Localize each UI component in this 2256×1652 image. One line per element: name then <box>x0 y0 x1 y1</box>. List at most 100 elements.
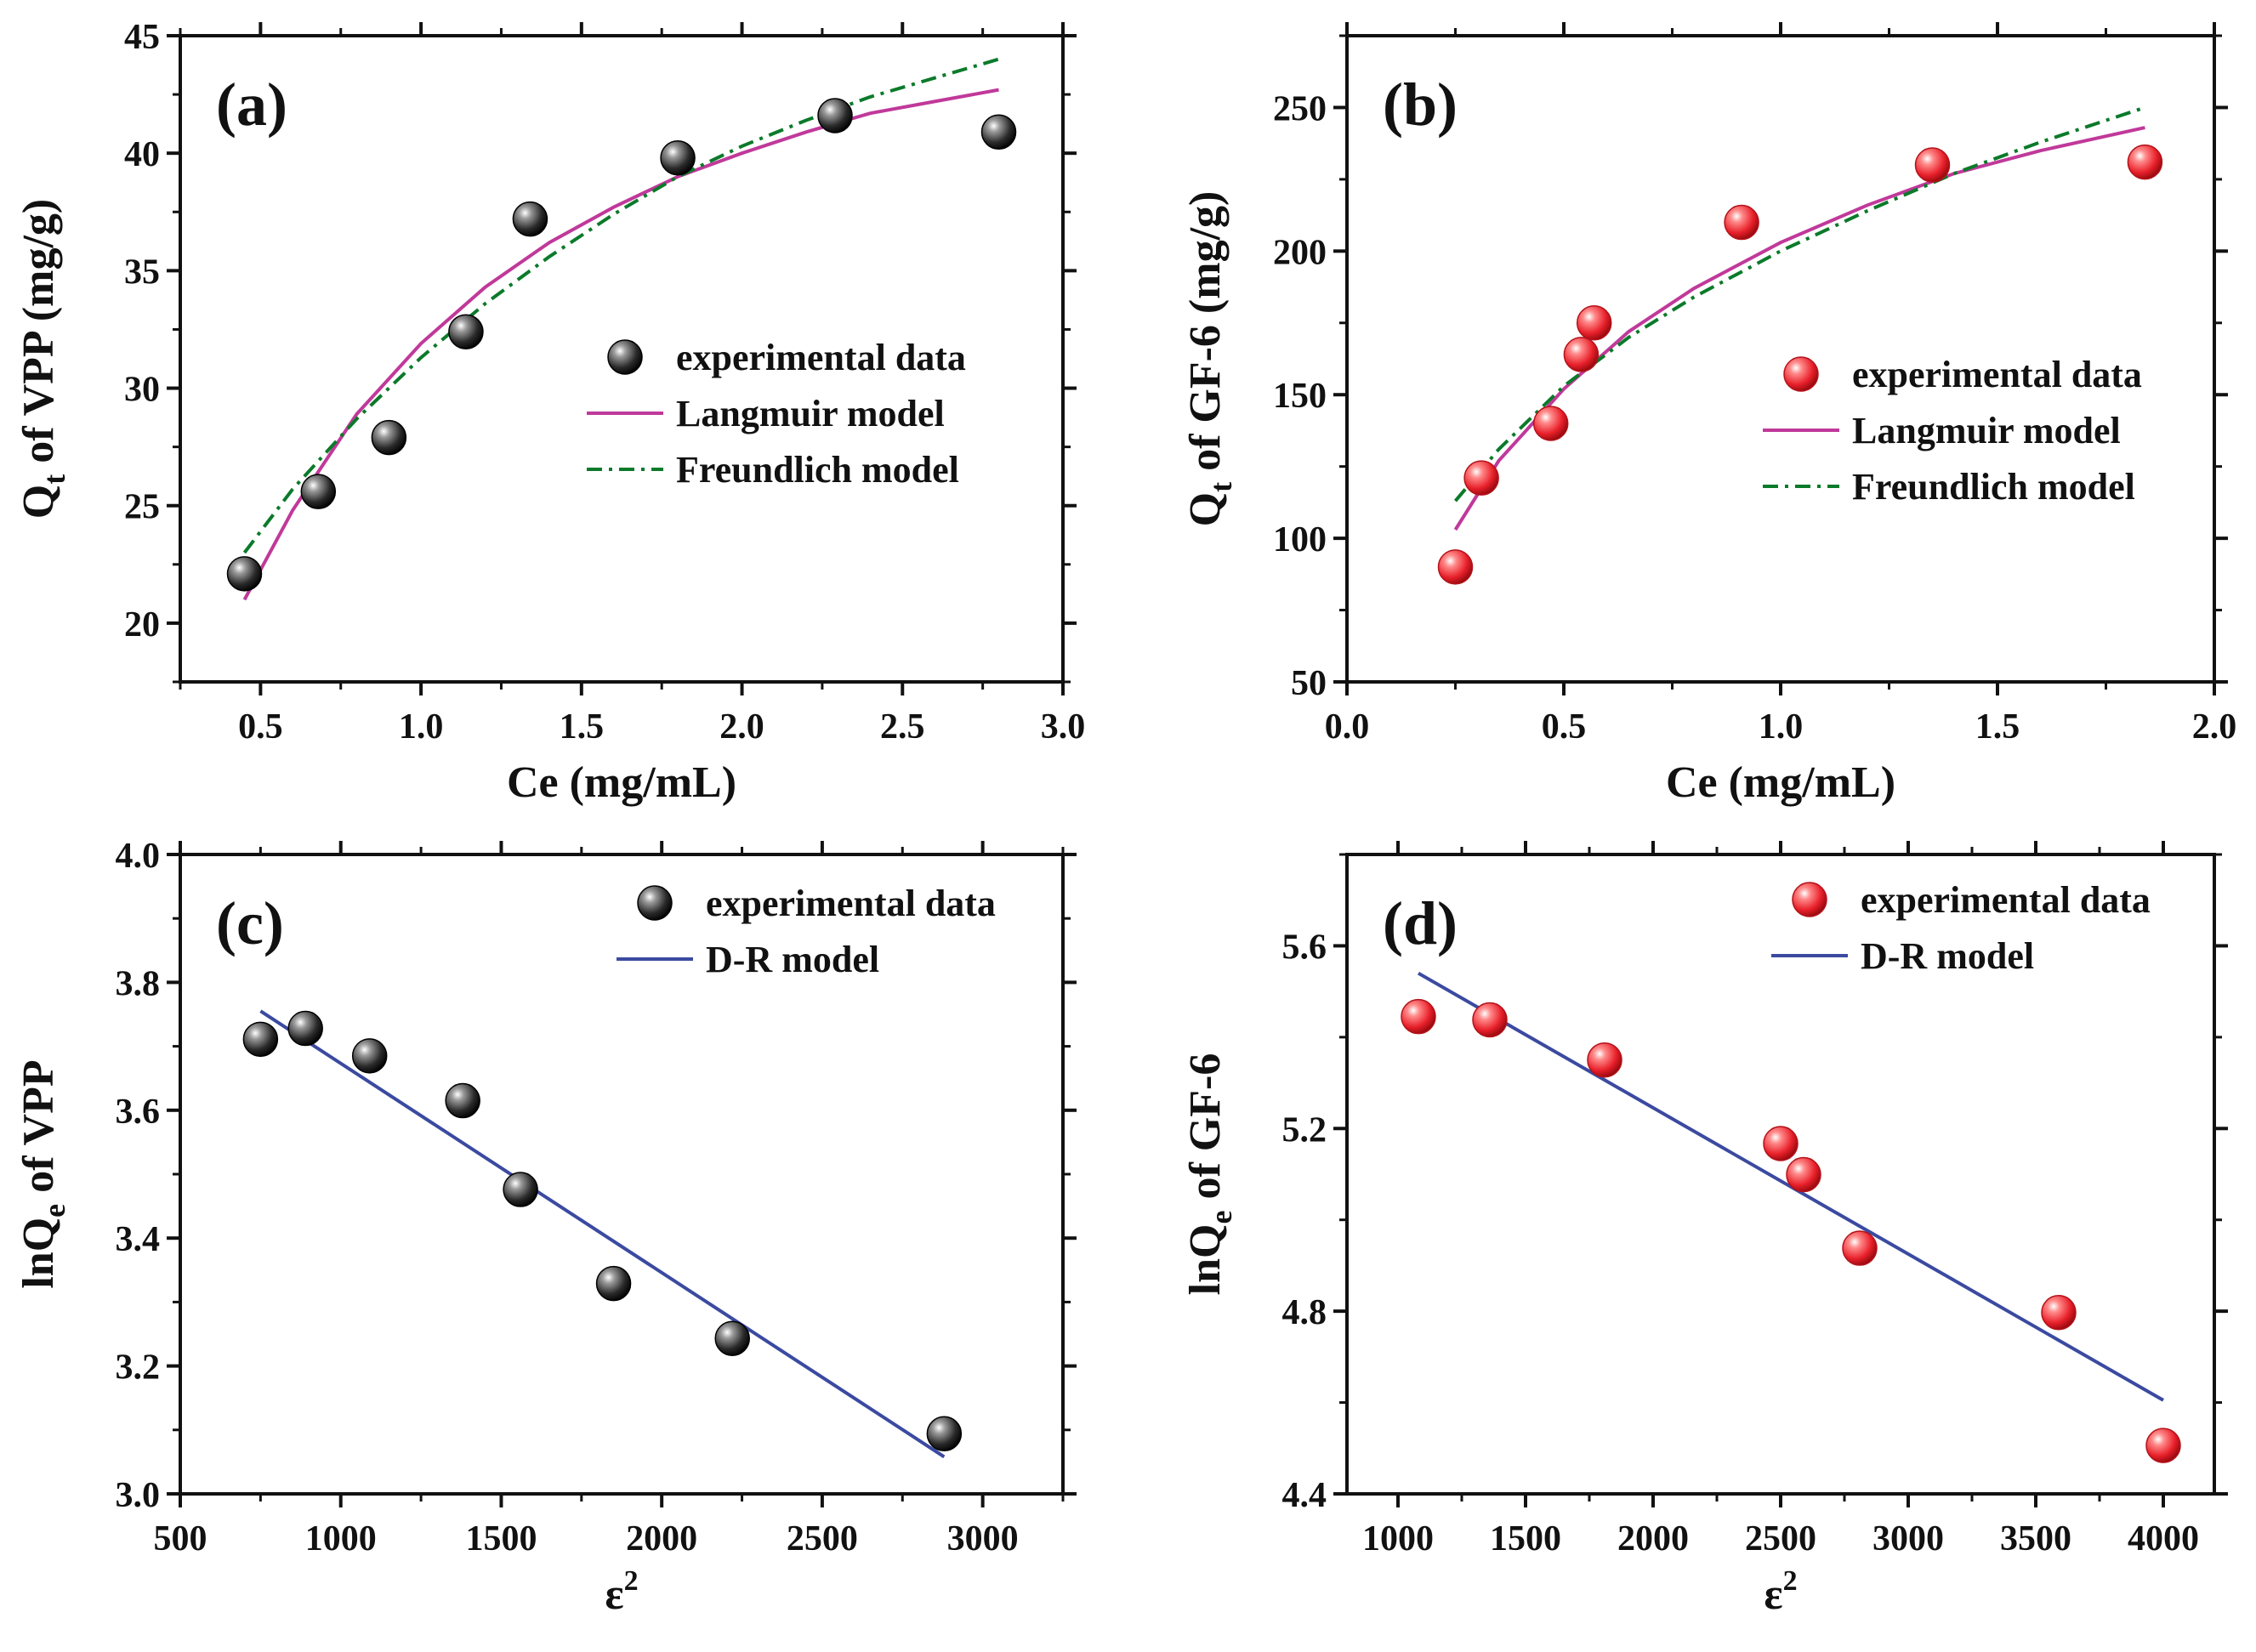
y-tick-label: 30 <box>124 371 160 410</box>
x-tick-label: 1000 <box>1362 1519 1434 1558</box>
panel-d: 1000 1500 2000 2500 3000 3500 4000 4.4 4.8 5.2 5.6… <box>1181 841 2228 1619</box>
y-axis-title: lnQe of VPP <box>14 1059 71 1288</box>
y-tick-label: 250 <box>1273 89 1327 128</box>
panel-c: 500 1000 1500 2000 2500 3000 3.0 3.2 3.4 3.6 3.8 4.… <box>14 837 1077 1619</box>
data-point <box>300 474 337 509</box>
data-point <box>1576 305 1612 341</box>
x-axis-title: ε2 <box>605 1565 638 1619</box>
data-point <box>1401 998 1436 1035</box>
y-axis-title: Qt of VPP (mg/g) <box>14 199 71 519</box>
series-line-freundlich-model <box>1453 105 2146 502</box>
x-axis-title: Ce (mg/mL) <box>507 758 736 807</box>
series-line-langmuir-model <box>242 88 999 601</box>
y-tick-label: 40 <box>124 135 160 174</box>
data-point <box>1724 204 1759 241</box>
y-tick-label: 3.4 <box>116 1220 161 1259</box>
y-tick-label: 4.4 <box>1282 1476 1327 1515</box>
data-point <box>2145 1428 2181 1463</box>
data-point <box>926 1416 963 1452</box>
y-tick-label: 3.8 <box>116 964 161 1003</box>
y-tick-label: 50 <box>1291 664 1327 703</box>
data-point <box>1563 337 1600 372</box>
panel-label: (d) <box>1383 889 1458 957</box>
legend-label: D-R model <box>1861 935 2034 977</box>
x-tick-label: 0.5 <box>238 707 283 747</box>
legend-label: Freundlich model <box>676 449 959 491</box>
legend-label: experimental data <box>676 337 966 378</box>
y-tick-label: 20 <box>124 605 160 644</box>
data-point <box>1587 1042 1622 1078</box>
x-tick-label: 2.0 <box>719 707 764 747</box>
y-tick-label: 5.2 <box>1282 1110 1327 1150</box>
y-tick-label: 4.0 <box>116 837 161 876</box>
y-tick-label: 3.6 <box>116 1093 161 1132</box>
y-tick-label: 100 <box>1273 520 1327 559</box>
data-point <box>1763 1126 1799 1161</box>
x-tick-label: 2000 <box>1617 1519 1689 1558</box>
data-point <box>371 419 407 456</box>
series-line-freundlich-model <box>242 57 1000 554</box>
legend-label: Freundlich model <box>1852 466 2135 508</box>
x-tick-label: 1.5 <box>1975 707 2020 747</box>
x-tick-label: 2000 <box>626 1519 697 1558</box>
x-tick-label: 2500 <box>1745 1519 1816 1558</box>
legend-label: Langmuir model <box>1852 410 2121 451</box>
data-point <box>512 201 548 237</box>
legend-label: D-R model <box>706 939 879 980</box>
x-tick-label: 0.0 <box>1325 707 1370 747</box>
panel-b: 0.0 0.5 1.0 1.5 2.0 50 100 150 200 250 Ce (mg/mL) Q… <box>1181 22 2236 807</box>
x-tick-label: 3000 <box>1872 1519 1944 1558</box>
data-point <box>445 1082 480 1119</box>
data-point <box>980 114 1017 150</box>
panel-label: (a) <box>216 71 287 139</box>
y-tick-label: 200 <box>1273 233 1327 272</box>
y-tick-label: 5.6 <box>1282 928 1327 967</box>
y-tick-label: 45 <box>124 18 160 57</box>
data-point <box>1914 147 1951 183</box>
data-point <box>2127 144 2163 180</box>
x-tick-label: 1500 <box>1490 1519 1561 1558</box>
data-point <box>1472 1002 1508 1038</box>
data-point <box>660 139 696 176</box>
data-point <box>817 98 853 133</box>
data-point <box>226 556 263 592</box>
data-point <box>1463 460 1499 496</box>
plot-frame <box>179 853 1065 1496</box>
data-point <box>1532 406 1569 441</box>
panel-label: (b) <box>1383 71 1458 139</box>
x-axis-title: Ce (mg/mL) <box>1666 758 1895 807</box>
series-line-d-r-model <box>259 1009 946 1459</box>
x-tick-label: 2500 <box>787 1519 858 1558</box>
legend-label: experimental data <box>1852 354 2142 395</box>
plot-frame <box>179 34 1065 684</box>
plot-frame <box>1345 853 2216 1496</box>
data-point <box>1437 549 1474 585</box>
y-tick-label: 150 <box>1273 377 1327 416</box>
y-tick-label: 3.2 <box>116 1348 161 1388</box>
x-tick-label: 3000 <box>947 1519 1019 1558</box>
panel-label: (c) <box>216 889 284 957</box>
panel-a: 0.5 1.0 1.5 2.0 2.5 3.0 20 25 30 35 40 45 Ce (mg/mL)… <box>14 18 1085 807</box>
legend-label: Langmuir model <box>676 393 945 434</box>
x-tick-label: 2.5 <box>880 707 925 747</box>
x-tick-label: 1.5 <box>560 707 605 747</box>
data-point <box>595 1265 632 1302</box>
data-point <box>1842 1230 1878 1266</box>
y-tick-label: 3.0 <box>116 1476 161 1515</box>
x-tick-label: 2.0 <box>2192 707 2237 747</box>
y-axis-title: Qt of GF-6 (mg/g) <box>1181 191 1238 527</box>
x-tick-label: 0.5 <box>1542 707 1587 747</box>
y-tick-label: 25 <box>124 488 160 527</box>
data-point <box>714 1320 750 1357</box>
data-point <box>448 314 484 349</box>
data-point <box>2041 1295 2077 1331</box>
data-point <box>242 1021 279 1058</box>
x-tick-label: 1.0 <box>399 707 444 747</box>
y-axis-title: lnQe of GF-6 <box>1181 1053 1238 1296</box>
x-tick-label: 500 <box>154 1519 207 1558</box>
legend-marker <box>607 339 643 375</box>
x-tick-label: 3.0 <box>1041 707 1086 747</box>
x-tick-label: 4000 <box>2128 1519 2199 1558</box>
data-point <box>351 1038 388 1074</box>
